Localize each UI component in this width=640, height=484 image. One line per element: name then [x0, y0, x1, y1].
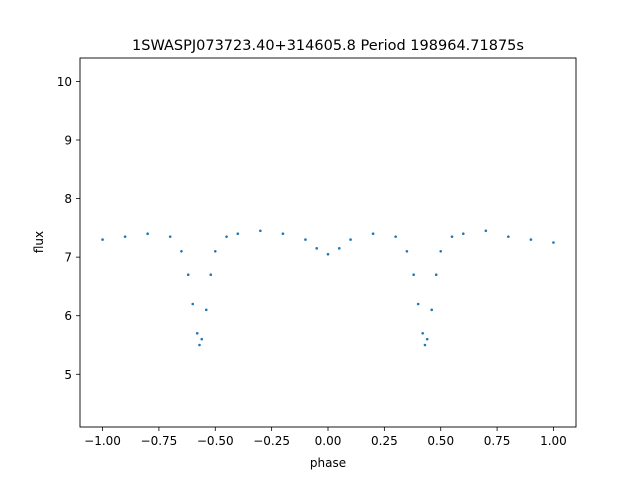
- data-point: [430, 308, 434, 312]
- x-tick-label: −1.00: [84, 434, 121, 448]
- y-tick-label: 9: [64, 134, 72, 148]
- data-point: [461, 232, 465, 236]
- data-point: [552, 241, 555, 244]
- x-tick-label: 0.50: [427, 434, 454, 448]
- data-point: [349, 238, 352, 241]
- data-point: [191, 302, 195, 306]
- data-point: [439, 249, 443, 253]
- data-point: [259, 229, 262, 233]
- data-point: [326, 252, 330, 256]
- y-tick-label: 6: [64, 309, 72, 323]
- data-point: [168, 235, 172, 238]
- data-point: [204, 308, 208, 312]
- data-point: [236, 232, 240, 236]
- x-axis-ticks: −1.00 −0.75 −0.50 −0.25 0.00 0.25 0.50 0.75 1.00: [84, 427, 567, 448]
- data-point: [213, 249, 217, 253]
- y-tick-label: 7: [64, 251, 72, 265]
- data-point: [123, 235, 127, 238]
- data-point: [209, 273, 213, 277]
- y-tick-label: 8: [64, 192, 72, 206]
- x-tick-label: 0.25: [371, 434, 398, 448]
- y-tick-label: 5: [64, 368, 72, 382]
- data-point: [180, 249, 183, 253]
- data-point: [337, 247, 341, 250]
- x-tick-label: 1.00: [540, 434, 567, 448]
- data-point: [281, 232, 285, 236]
- data-point: [529, 238, 533, 241]
- y-axis-ticks: 5 6 7 8 9 10: [57, 75, 80, 382]
- data-point: [425, 337, 429, 341]
- x-axis-label: phase: [310, 456, 346, 470]
- data-point: [195, 331, 199, 335]
- data-point: [146, 232, 149, 236]
- data-point: [394, 235, 397, 238]
- x-tick-label: −0.75: [141, 434, 178, 448]
- data-point: [416, 302, 420, 306]
- x-tick-label: −0.50: [197, 434, 234, 448]
- x-tick-label: 0.00: [315, 434, 342, 448]
- data-point: [434, 273, 438, 277]
- data-point: [405, 249, 409, 253]
- data-point: [304, 238, 307, 241]
- data-point: [421, 331, 424, 335]
- data-point: [186, 273, 190, 277]
- chart-title: 1SWASPJ073723.40+314605.8 Period 198964.…: [132, 38, 524, 54]
- data-point: [200, 337, 204, 341]
- data-point: [484, 229, 488, 233]
- data-point: [225, 235, 228, 238]
- x-tick-label: 0.75: [484, 434, 511, 448]
- x-tick-label: −0.25: [253, 434, 290, 448]
- y-axis-label: flux: [32, 231, 46, 253]
- data-point: [198, 343, 201, 347]
- data-point: [423, 343, 427, 347]
- data-point: [450, 235, 454, 238]
- data-point: [315, 247, 319, 250]
- y-tick-label: 10: [57, 75, 72, 89]
- data-point: [412, 273, 415, 277]
- data-point: [507, 235, 510, 238]
- data-points: [101, 229, 555, 347]
- data-point: [101, 238, 104, 241]
- data-point: [371, 232, 375, 236]
